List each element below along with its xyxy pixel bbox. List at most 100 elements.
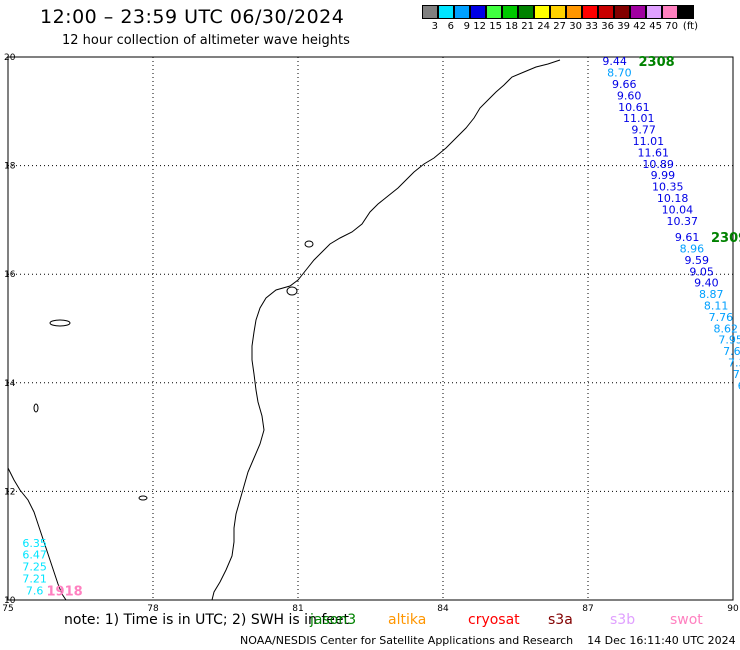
wave-height-label: 7.6	[26, 585, 44, 598]
y-tick-label: 16	[4, 270, 16, 280]
map-title: 12:00 – 23:59 UTC 06/30/2024	[40, 6, 345, 28]
colorbar-label: 45	[649, 21, 662, 32]
island-outline	[304, 240, 314, 248]
wave-height-label: 9.44	[602, 55, 627, 68]
wave-height-label: 10.35	[652, 181, 684, 194]
wave-height-label: 10.61	[618, 101, 650, 114]
satellite-legend-item: jason3	[310, 612, 357, 628]
x-tick-label: 75	[2, 604, 13, 614]
colorbar-label: 27	[553, 21, 566, 32]
satellite-legend-item: swot	[670, 612, 703, 628]
x-tick-label: 84	[437, 604, 449, 614]
colorbar-swatch	[662, 5, 678, 19]
wave-height-label: 7.95	[718, 334, 740, 347]
colorbar-swatch	[646, 5, 662, 19]
colorbar-label: 33	[585, 21, 598, 32]
map-frame	[7, 56, 734, 601]
y-tick-label: 20	[4, 53, 16, 63]
colorbar-label: 24	[537, 21, 550, 32]
map-subtitle: 12 hour collection of altimeter wave hei…	[62, 33, 350, 48]
wave-height-label: 8.62	[714, 322, 739, 335]
colorbar-label: 39	[617, 21, 630, 32]
wave-height-label: 10.04	[662, 203, 694, 216]
island-outline	[286, 286, 298, 296]
wave-height-label: 7.62	[723, 345, 740, 358]
colorbar-swatch	[422, 5, 438, 19]
colorbar-swatch	[598, 5, 614, 19]
wave-height-label: 8.87	[699, 288, 724, 301]
colorbar-label: 18	[505, 21, 518, 32]
colorbar-swatch	[534, 5, 550, 19]
colorbar-swatch	[582, 5, 598, 19]
satellite-legend-item: altika	[388, 612, 427, 628]
colorbar-label: 15	[489, 21, 502, 32]
colorbar-label: 12	[473, 21, 486, 32]
x-tick-label: 78	[147, 604, 159, 614]
x-tick-label: 87	[582, 604, 593, 614]
wave-height-label: 8.11	[704, 299, 729, 312]
colorbar-label: 42	[633, 21, 646, 32]
colorbar-swatch	[614, 5, 630, 19]
wave-height-label: 6.47	[22, 549, 47, 562]
wave-height-label: 10.37	[667, 215, 699, 228]
y-tick-label: 14	[4, 379, 16, 389]
colorbar-swatch	[518, 5, 534, 19]
pass-time-label: 1918	[46, 585, 82, 600]
pass-time-label: 2309	[711, 231, 740, 246]
wave-height-label: 7.36	[733, 368, 740, 381]
colorbar-label: 6	[447, 21, 454, 32]
satellite-legend-item: cryosat	[468, 612, 520, 628]
wave-height-label: 9.60	[617, 89, 642, 102]
wave-height-label: 10.18	[657, 192, 689, 205]
wave-height-label: 11.01	[633, 135, 665, 148]
y-tick-label: 10	[4, 596, 16, 606]
note-text: note: 1) Time is in UTC; 2) SWH is in fe…	[64, 612, 350, 628]
colorbar-label: 36	[601, 21, 614, 32]
colorbar-label: 70	[665, 21, 678, 32]
colorbar	[422, 5, 694, 19]
wave-height-label: 9.77	[631, 124, 656, 137]
colorbar-label: 3	[431, 21, 438, 32]
wave-height-label: 10.89	[642, 158, 674, 171]
colorbar-label: (ft)	[682, 21, 698, 32]
island-outline	[138, 495, 148, 501]
colorbar-swatch	[502, 5, 518, 19]
wave-height-label: 7.21	[22, 573, 47, 586]
colorbar-swatch	[470, 5, 486, 19]
colorbar-swatch	[486, 5, 502, 19]
wave-height-label: 11.01	[623, 112, 655, 125]
satellite-legend-item: s3b	[610, 612, 636, 628]
wave-height-label: 9.66	[612, 78, 637, 91]
island-outline	[33, 403, 39, 413]
x-tick-label: 90	[727, 604, 739, 614]
colorbar-labels: 3 6 9 12 15 18 21 24 27 30 33 36 39 42 45 70 (ft)	[422, 21, 698, 32]
colorbar-label: 30	[569, 21, 582, 32]
pass-time-label: 2308	[638, 55, 674, 70]
wave-height-label: 7.36	[728, 357, 740, 370]
wave-height-label: 8.70	[607, 67, 632, 80]
y-tick-label: 18	[4, 162, 16, 172]
wave-height-label: 7.25	[22, 561, 47, 574]
footer-credit: NOAA/NESDIS Center for Satellite Applica…	[240, 634, 736, 647]
wave-height-label: 9.61	[675, 231, 700, 244]
wave-height-label: 11.61	[638, 146, 670, 159]
coastline-east	[211, 59, 561, 601]
colorbar-swatch	[438, 5, 454, 19]
colorbar-label: 21	[521, 21, 534, 32]
colorbar-swatch	[630, 5, 646, 19]
note-row: note: 1) Time is in UTC; 2) SWH is in fe…	[0, 612, 740, 630]
wave-height-label: 9.59	[685, 254, 710, 267]
y-tick-label: 12	[4, 487, 15, 497]
colorbar-swatch	[566, 5, 582, 19]
x-tick-label: 81	[292, 604, 303, 614]
wave-height-label: 7.76	[709, 311, 734, 324]
satellite-legend-item: s3a	[548, 612, 573, 628]
colorbar-swatch	[550, 5, 566, 19]
island-outline	[49, 319, 71, 327]
colorbar-label: 9	[463, 21, 470, 32]
colorbar-swatch	[678, 5, 694, 19]
colorbar-swatch	[454, 5, 470, 19]
wave-height-label: 6.35	[22, 537, 47, 550]
coastline-west	[7, 467, 67, 601]
